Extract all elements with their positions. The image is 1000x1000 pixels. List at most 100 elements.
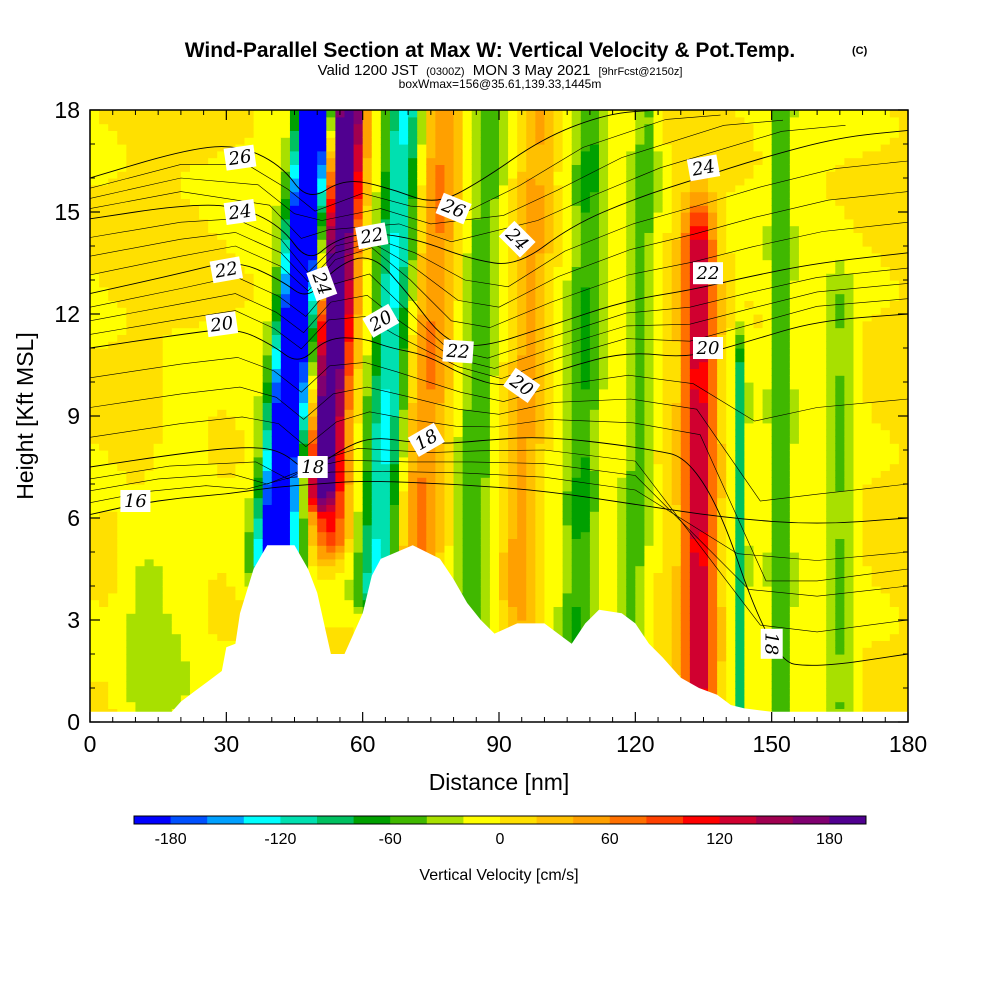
- field-cell: [244, 266, 255, 274]
- field-cell: [562, 280, 573, 288]
- field-cell: [344, 450, 355, 458]
- field-cell: [262, 130, 273, 138]
- field-cell: [289, 531, 300, 539]
- field-cell: [480, 334, 491, 342]
- field-cell: [108, 252, 118, 261]
- field-cell: [180, 490, 191, 499]
- field-cell: [153, 314, 164, 322]
- field-cell: [408, 273, 418, 281]
- field-cell: [271, 470, 282, 478]
- field-cell: [408, 184, 418, 193]
- field-cell: [526, 545, 536, 553]
- field-cell: [208, 518, 218, 526]
- field-cell: [526, 592, 536, 601]
- field-cell: [562, 178, 573, 186]
- field-cell: [426, 409, 436, 417]
- field-cell: [99, 232, 109, 240]
- field-cell: [508, 518, 518, 526]
- field-cell: [317, 422, 327, 431]
- field-cell: [526, 368, 536, 376]
- field-cell: [544, 354, 555, 363]
- field-cell: [108, 191, 118, 199]
- field-cell: [408, 334, 418, 342]
- field-cell: [253, 518, 264, 526]
- field-cell: [117, 191, 127, 199]
- field-cell: [526, 259, 536, 267]
- field-cell: [562, 164, 573, 172]
- field-cell: [499, 171, 509, 179]
- field-cell: [153, 307, 164, 315]
- field-cell: [226, 531, 237, 539]
- field-cell: [199, 314, 209, 322]
- field-cell: [344, 504, 355, 512]
- field-cell: [453, 450, 464, 458]
- field-cell: [180, 116, 191, 125]
- field-cell: [199, 300, 209, 308]
- field-cell: [335, 565, 346, 573]
- field-cell: [235, 450, 246, 458]
- field-cell: [244, 382, 255, 390]
- field-cell: [535, 314, 546, 322]
- field-cell: [489, 524, 500, 533]
- field-cell: [153, 259, 164, 267]
- field-cell: [162, 259, 173, 267]
- field-cell: [253, 382, 264, 390]
- field-cell: [517, 531, 527, 539]
- field-cell: [99, 144, 109, 152]
- field-cell: [271, 538, 282, 546]
- field-cell: [535, 130, 546, 138]
- field-cell: [180, 579, 191, 587]
- field-cell: [489, 110, 500, 118]
- field-cell: [371, 137, 382, 145]
- field-cell: [544, 327, 555, 335]
- field-cell: [426, 538, 436, 546]
- field-cell: [389, 463, 400, 471]
- field-cell: [344, 592, 355, 601]
- field-cell: [408, 395, 418, 403]
- field-cell: [353, 450, 364, 458]
- field-cell: [171, 572, 182, 580]
- field-cell: [535, 348, 546, 356]
- field-cell: [562, 402, 573, 410]
- field-cell: [344, 307, 355, 315]
- field-cell: [189, 674, 200, 682]
- field-cell: [189, 552, 200, 560]
- field-cell: [162, 572, 173, 580]
- field-cell: [208, 552, 218, 560]
- field-cell: [480, 558, 491, 567]
- field-cell: [208, 640, 218, 648]
- field-cell: [444, 443, 455, 451]
- field-cell: [435, 368, 446, 376]
- field-cell: [444, 123, 455, 131]
- field-cell: [135, 463, 146, 471]
- field-cell: [544, 341, 555, 349]
- field-cell: [408, 470, 418, 478]
- field-cell: [508, 565, 518, 573]
- field-cell: [226, 409, 237, 417]
- field-cell: [453, 286, 464, 295]
- field-cell: [299, 259, 309, 267]
- field-cell: [299, 429, 309, 437]
- field-cell: [562, 395, 573, 403]
- field-cell: [371, 531, 382, 539]
- field-cell: [226, 395, 237, 403]
- field-cell: [517, 456, 527, 465]
- field-cell: [344, 354, 355, 363]
- field-cell: [389, 490, 400, 499]
- field-cell: [508, 395, 518, 403]
- field-cell: [153, 592, 164, 601]
- field-cell: [189, 361, 200, 369]
- field-cell: [553, 402, 564, 410]
- field-cell: [135, 613, 146, 621]
- field-cell: [526, 164, 536, 172]
- field-cell: [353, 538, 364, 546]
- field-cell: [571, 511, 582, 519]
- field-cell: [526, 334, 536, 342]
- field-cell: [535, 184, 546, 193]
- valid-prefix: Valid 1200 JST: [318, 62, 418, 79]
- field-cell: [453, 307, 464, 315]
- field-cell: [226, 110, 237, 118]
- field-cell: [289, 205, 300, 213]
- field-cell: [180, 184, 191, 193]
- field-cell: [162, 456, 173, 465]
